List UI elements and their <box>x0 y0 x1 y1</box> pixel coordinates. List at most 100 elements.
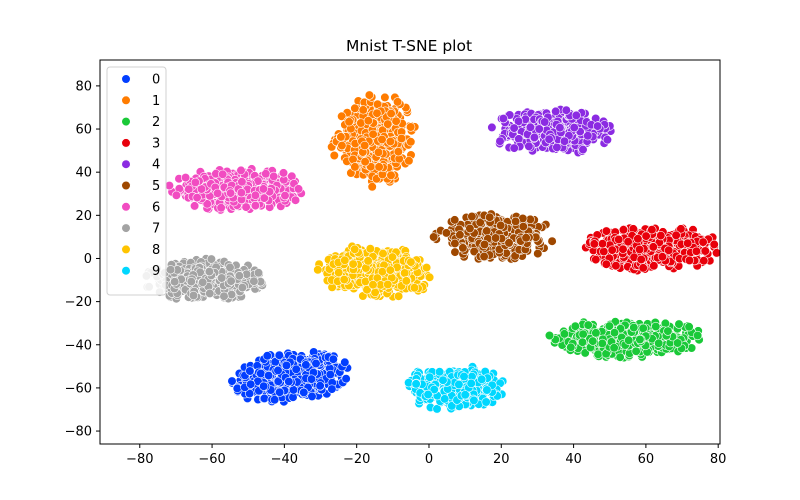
data-point <box>491 233 501 243</box>
data-point <box>638 323 648 333</box>
data-point <box>261 169 271 179</box>
legend-marker-5 <box>121 180 131 191</box>
data-point <box>674 319 684 329</box>
data-point <box>547 236 557 246</box>
data-point <box>400 268 410 278</box>
data-point <box>336 132 346 142</box>
data-point <box>467 211 477 222</box>
data-point <box>337 141 347 151</box>
data-point <box>386 108 396 119</box>
data-point <box>521 233 531 243</box>
data-point <box>709 239 719 249</box>
data-point <box>529 132 540 142</box>
data-point <box>566 342 576 352</box>
legend-label-0: 0 <box>152 73 160 88</box>
data-point <box>425 272 435 282</box>
data-point <box>638 263 648 273</box>
data-point <box>692 330 703 341</box>
data-point <box>306 374 317 384</box>
data-point <box>234 271 244 281</box>
legend-label-2: 2 <box>152 115 160 130</box>
legend-label-4: 4 <box>152 158 160 173</box>
x-tick-label: −80 <box>126 452 153 467</box>
data-point <box>396 133 407 144</box>
y-tick-label: −20 <box>65 295 92 310</box>
data-point <box>578 329 588 339</box>
data-point <box>552 142 562 152</box>
data-point <box>367 182 377 192</box>
data-point <box>226 188 236 198</box>
series-0-points <box>227 347 353 407</box>
legend-label-8: 8 <box>152 243 160 258</box>
data-point <box>578 145 588 155</box>
data-point <box>259 393 270 404</box>
data-point <box>393 97 403 107</box>
data-point <box>205 288 215 299</box>
y-tick-label: 80 <box>75 79 92 94</box>
data-point <box>533 249 543 259</box>
data-point <box>387 252 398 262</box>
data-point <box>663 326 673 336</box>
x-tick-label: −40 <box>271 452 298 467</box>
data-point <box>383 279 393 290</box>
data-point <box>481 397 491 407</box>
legend-marker-2 <box>121 116 131 127</box>
legend-label-9: 9 <box>152 264 160 279</box>
data-point <box>364 90 375 100</box>
data-point <box>633 234 643 244</box>
data-point <box>438 375 448 385</box>
series-5-points <box>429 209 557 264</box>
data-point <box>525 122 536 132</box>
series-1-points <box>327 90 420 192</box>
data-point <box>514 134 524 144</box>
data-point <box>589 239 599 249</box>
data-point <box>344 117 354 127</box>
data-point <box>237 177 247 187</box>
data-point <box>671 230 681 240</box>
data-point <box>609 328 620 338</box>
data-point <box>648 242 658 252</box>
data-point <box>307 391 317 402</box>
data-point <box>365 244 375 254</box>
data-point <box>241 202 251 212</box>
data-point <box>656 231 666 241</box>
data-point <box>601 226 612 236</box>
data-point <box>393 147 403 157</box>
data-point <box>269 171 279 181</box>
data-point <box>270 395 280 405</box>
data-point <box>340 357 350 367</box>
data-point <box>672 338 683 348</box>
data-point <box>602 135 613 145</box>
legend-label-6: 6 <box>152 200 160 215</box>
data-point <box>404 156 414 166</box>
legend-marker-4 <box>121 159 131 169</box>
data-point <box>593 349 603 359</box>
data-point <box>450 215 460 225</box>
data-point <box>485 212 495 222</box>
data-point <box>284 377 294 387</box>
data-point <box>711 248 722 258</box>
data-point <box>559 136 570 146</box>
y-tick-label: 40 <box>75 166 92 181</box>
data-point <box>166 265 176 275</box>
data-point <box>482 226 492 236</box>
data-point <box>429 232 439 242</box>
data-point <box>504 238 514 248</box>
data-point <box>250 201 260 211</box>
data-point <box>171 190 181 200</box>
data-point <box>479 239 490 250</box>
data-point <box>691 246 702 256</box>
data-point <box>700 246 710 256</box>
data-point <box>236 165 246 175</box>
data-point <box>623 237 633 247</box>
legend-marker-1 <box>121 95 131 105</box>
data-point <box>435 367 445 377</box>
data-point <box>311 358 321 369</box>
data-point <box>458 243 468 253</box>
data-point <box>348 154 358 164</box>
data-point <box>513 116 524 126</box>
data-point <box>394 291 404 301</box>
data-point <box>651 321 661 332</box>
data-point <box>290 195 301 205</box>
data-point <box>348 259 358 269</box>
